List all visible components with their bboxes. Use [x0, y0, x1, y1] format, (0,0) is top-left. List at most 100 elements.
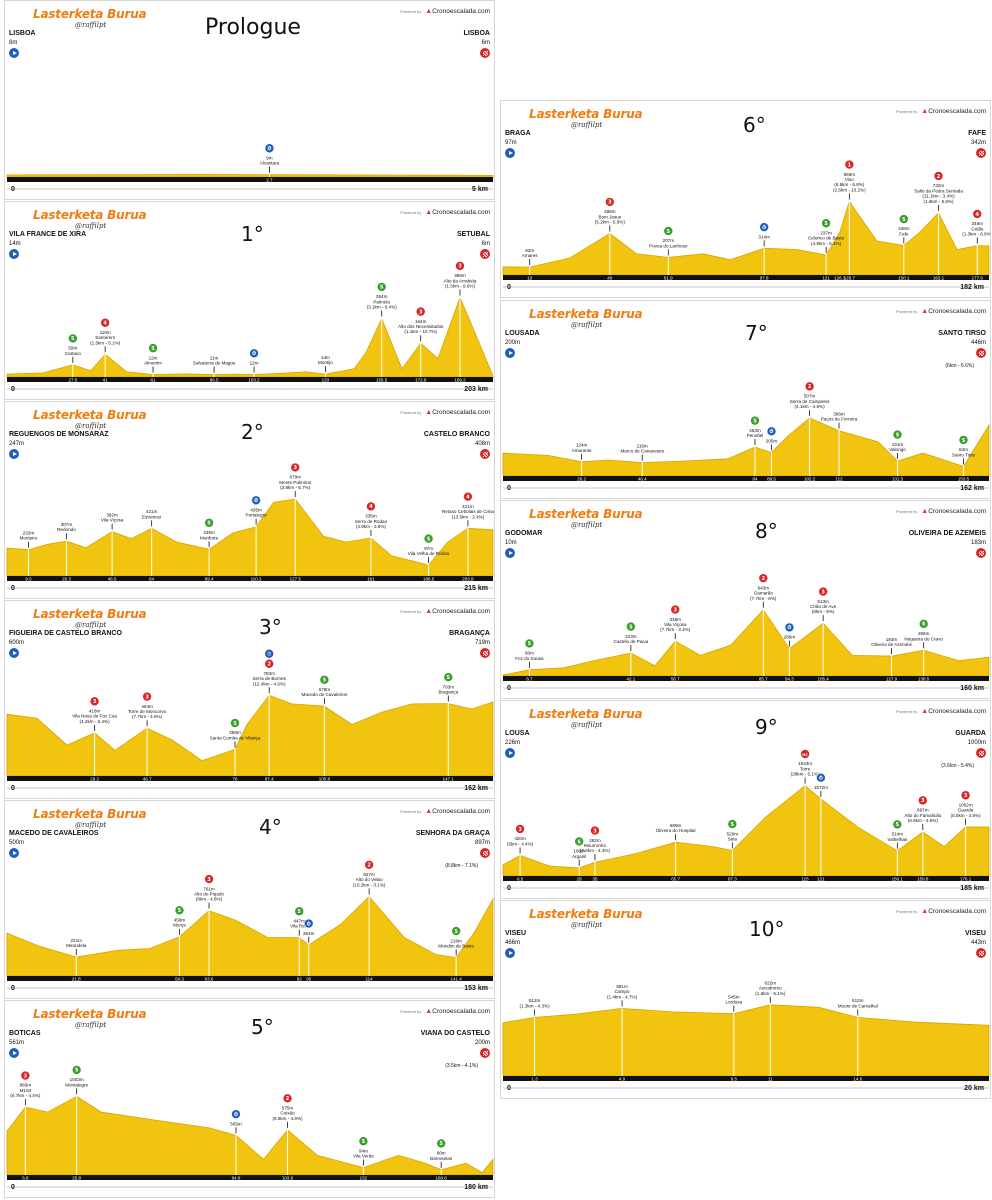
waypoint-altitude: 679m	[289, 475, 301, 480]
finish-climb-info: (8.8km - 7.1%)	[445, 863, 478, 869]
finish-icon	[976, 548, 986, 558]
waypoint-text: Seia	[728, 836, 738, 841]
waypoint-text: (7.7km - 6%)	[750, 596, 777, 601]
waypoint-altitude: 236m	[203, 530, 215, 535]
waypoint-text: Salvaterra de Magos	[193, 361, 236, 366]
badge-glyph: S	[323, 678, 327, 684]
finish-altitude: 200m	[474, 1040, 490, 1046]
finish-altitude: 342m	[970, 140, 986, 146]
waypoint-text: Vila Real	[290, 924, 308, 929]
waypoint-altitude: 216m	[450, 938, 462, 943]
waypoint-text: Montalegre	[65, 1082, 88, 1087]
badge-glyph: ⏱	[267, 652, 271, 658]
waypoint-altitude: 14m	[321, 355, 330, 360]
finish-altitude: 183m	[970, 540, 986, 546]
badge-glyph: ⏱	[234, 1112, 238, 1118]
finish-altitude: 6m	[481, 241, 490, 247]
stage-panel: 9.5 232m Monteiro 26.3 307m Redondo 46.5 392m Vi…	[4, 401, 495, 599]
waypoint-text: Fafe	[899, 231, 909, 236]
waypoint-distance-label: 186.5	[423, 577, 435, 582]
badge-glyph: S	[824, 221, 828, 227]
finish-altitude: 719m	[474, 640, 490, 646]
waypoint-text: Cartaxo	[65, 351, 82, 356]
waypoint-altitude: 761m	[203, 886, 215, 891]
waypoint-text: Santa Comba de Vilariça	[210, 735, 261, 740]
waypoint-marker: 6.5 420m(5km - 4.4%) 3	[507, 824, 534, 882]
waypoint-text: Golãs	[971, 226, 984, 231]
badge-glyph: S	[233, 721, 237, 727]
badge-glyph: ⏱	[762, 225, 766, 231]
powered-by: Powered by ▲Cronoescalada.com	[400, 8, 490, 15]
distance-start-label: 0	[507, 885, 511, 892]
mountain-icon: ▲	[921, 708, 929, 715]
powered-prefix: Powered by	[400, 9, 422, 14]
waypoint-distance-label: 105.4	[818, 677, 830, 682]
waypoint-marker: 84.8 505m ⏱	[230, 1109, 242, 1181]
start-altitude: 226m	[505, 740, 521, 746]
waypoint-text: (4.9km - 5.1%)	[811, 241, 842, 246]
start-city: VILA FRANCE DE XIRA	[9, 231, 87, 238]
waypoint-altitude: 59m	[68, 346, 77, 351]
waypoint-text: (1.9km - 5.8%)	[923, 199, 954, 204]
waypoint-text: (8km - 4.6%)	[196, 897, 223, 902]
badge-glyph: S	[71, 336, 75, 342]
sprint-icon	[319, 674, 330, 685]
start-altitude: 247m	[9, 441, 25, 447]
badge-glyph: 2	[808, 384, 812, 390]
badge-glyph: 3	[518, 827, 522, 833]
start-icon	[9, 449, 19, 459]
waypoint-altitude: 458m	[174, 917, 186, 922]
stage-panel: 8.7 60m Foz do Sousa S 42.1 223m Castelo de Pa…	[500, 500, 991, 699]
stage-title: Prologue	[205, 15, 301, 40]
finish-icon	[976, 348, 986, 358]
waypoint-text: Retaxo Cebolais de Cima	[442, 509, 495, 514]
badge-glyph: S	[731, 822, 735, 828]
badge-glyph: S	[380, 285, 384, 291]
waypoint-altitude: 689m	[670, 823, 682, 828]
waypoint-text: (12.4km - 4.6%)	[253, 681, 286, 686]
profile-area	[6, 173, 494, 178]
waypoint-distance-label: 150.1	[892, 877, 904, 882]
waypoint-text: Serra de Rodao	[355, 519, 388, 524]
waypoint-distance-label: 6.8	[22, 1176, 29, 1181]
finish-city: OLIVEIRA DE AZEMEIS	[908, 530, 986, 537]
timer-icon	[264, 648, 275, 659]
distance-axis-bar	[503, 1076, 989, 1081]
sprint-icon	[899, 214, 909, 224]
finish-city: BRAGANÇA	[449, 630, 490, 637]
stage-panel: 6.5 420m (5km - 4.4%) 3 29 166m Arganil S 35 282m…	[500, 700, 991, 899]
waypoint-altitude: 545m	[728, 994, 740, 999]
waypoint-distance-label: 141.4	[451, 977, 463, 982]
waypoint-text: Vila Viçosa	[664, 622, 687, 627]
waypoint-altitude: 927m	[363, 872, 375, 877]
distance-total-label: 185 km	[960, 885, 984, 892]
waypoint-distance-label: 189.2	[454, 378, 466, 383]
badge-glyph: S	[446, 675, 450, 681]
waypoint-text: Vila Velha de Rodao	[408, 551, 450, 556]
start-city: REGUENGOS DE MONSARAZ	[9, 431, 109, 438]
waypoint-text: Valhelhas	[887, 837, 908, 842]
stage-title: 6°	[743, 113, 766, 137]
powered-by: Powered by ▲Cronoescalada.com	[896, 908, 986, 915]
waypoint-distance-label: 56.7	[671, 677, 680, 682]
waypoint-altitude: 193m	[886, 637, 898, 642]
waypoint-altitude: 420m	[514, 836, 526, 841]
finish-icon	[480, 848, 490, 858]
sprint-icon	[174, 905, 185, 916]
sprint-icon	[230, 718, 240, 728]
waypoint-text: Coixão	[280, 1111, 295, 1116]
waypoint-text: Paços de Ferreira	[821, 417, 858, 422]
badge-glyph: 3	[821, 589, 825, 595]
distance-start-label: 0	[11, 985, 15, 992]
